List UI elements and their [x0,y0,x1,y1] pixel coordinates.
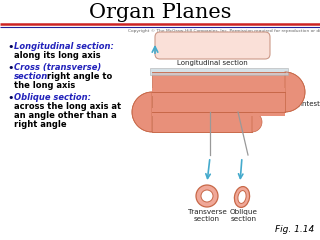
Bar [152,88,285,96]
Text: Organ Planes: Organ Planes [89,4,231,23]
Text: •: • [7,63,13,73]
Wedge shape [132,92,152,132]
Text: across the long axis at: across the long axis at [14,102,121,111]
Text: Longitudinal section: Longitudinal section [177,60,247,66]
Ellipse shape [234,186,250,207]
Text: section:: section: [14,72,52,81]
Text: Cross (transverse): Cross (transverse) [14,63,101,72]
FancyBboxPatch shape [150,68,288,75]
FancyBboxPatch shape [152,112,252,132]
Text: along its long axis: along its long axis [14,51,100,60]
Text: right angle: right angle [14,120,67,129]
Text: Oblique
section: Oblique section [230,209,258,222]
Wedge shape [285,72,305,112]
Text: •: • [7,93,13,103]
Text: Longitudinal section:: Longitudinal section: [14,42,114,51]
Text: Copyright © The McGraw-Hill Companies, Inc. Permission required for reproduction: Copyright © The McGraw-Hill Companies, I… [128,29,320,33]
Text: Fig. 1.14: Fig. 1.14 [275,225,314,234]
Text: an angle other than a: an angle other than a [14,111,117,120]
FancyBboxPatch shape [155,32,270,59]
FancyBboxPatch shape [152,92,285,112]
Text: Intestine: Intestine [300,101,320,107]
Text: Transverse
section: Transverse section [188,209,227,222]
Ellipse shape [238,191,246,204]
FancyBboxPatch shape [152,72,285,92]
Text: the long axis: the long axis [14,81,75,90]
Circle shape [196,185,218,207]
Wedge shape [252,112,262,132]
Text: right angle to: right angle to [44,72,112,81]
Circle shape [201,190,213,202]
Text: Oblique section:: Oblique section: [14,93,91,102]
Text: •: • [7,42,13,52]
Bar [152,108,285,116]
